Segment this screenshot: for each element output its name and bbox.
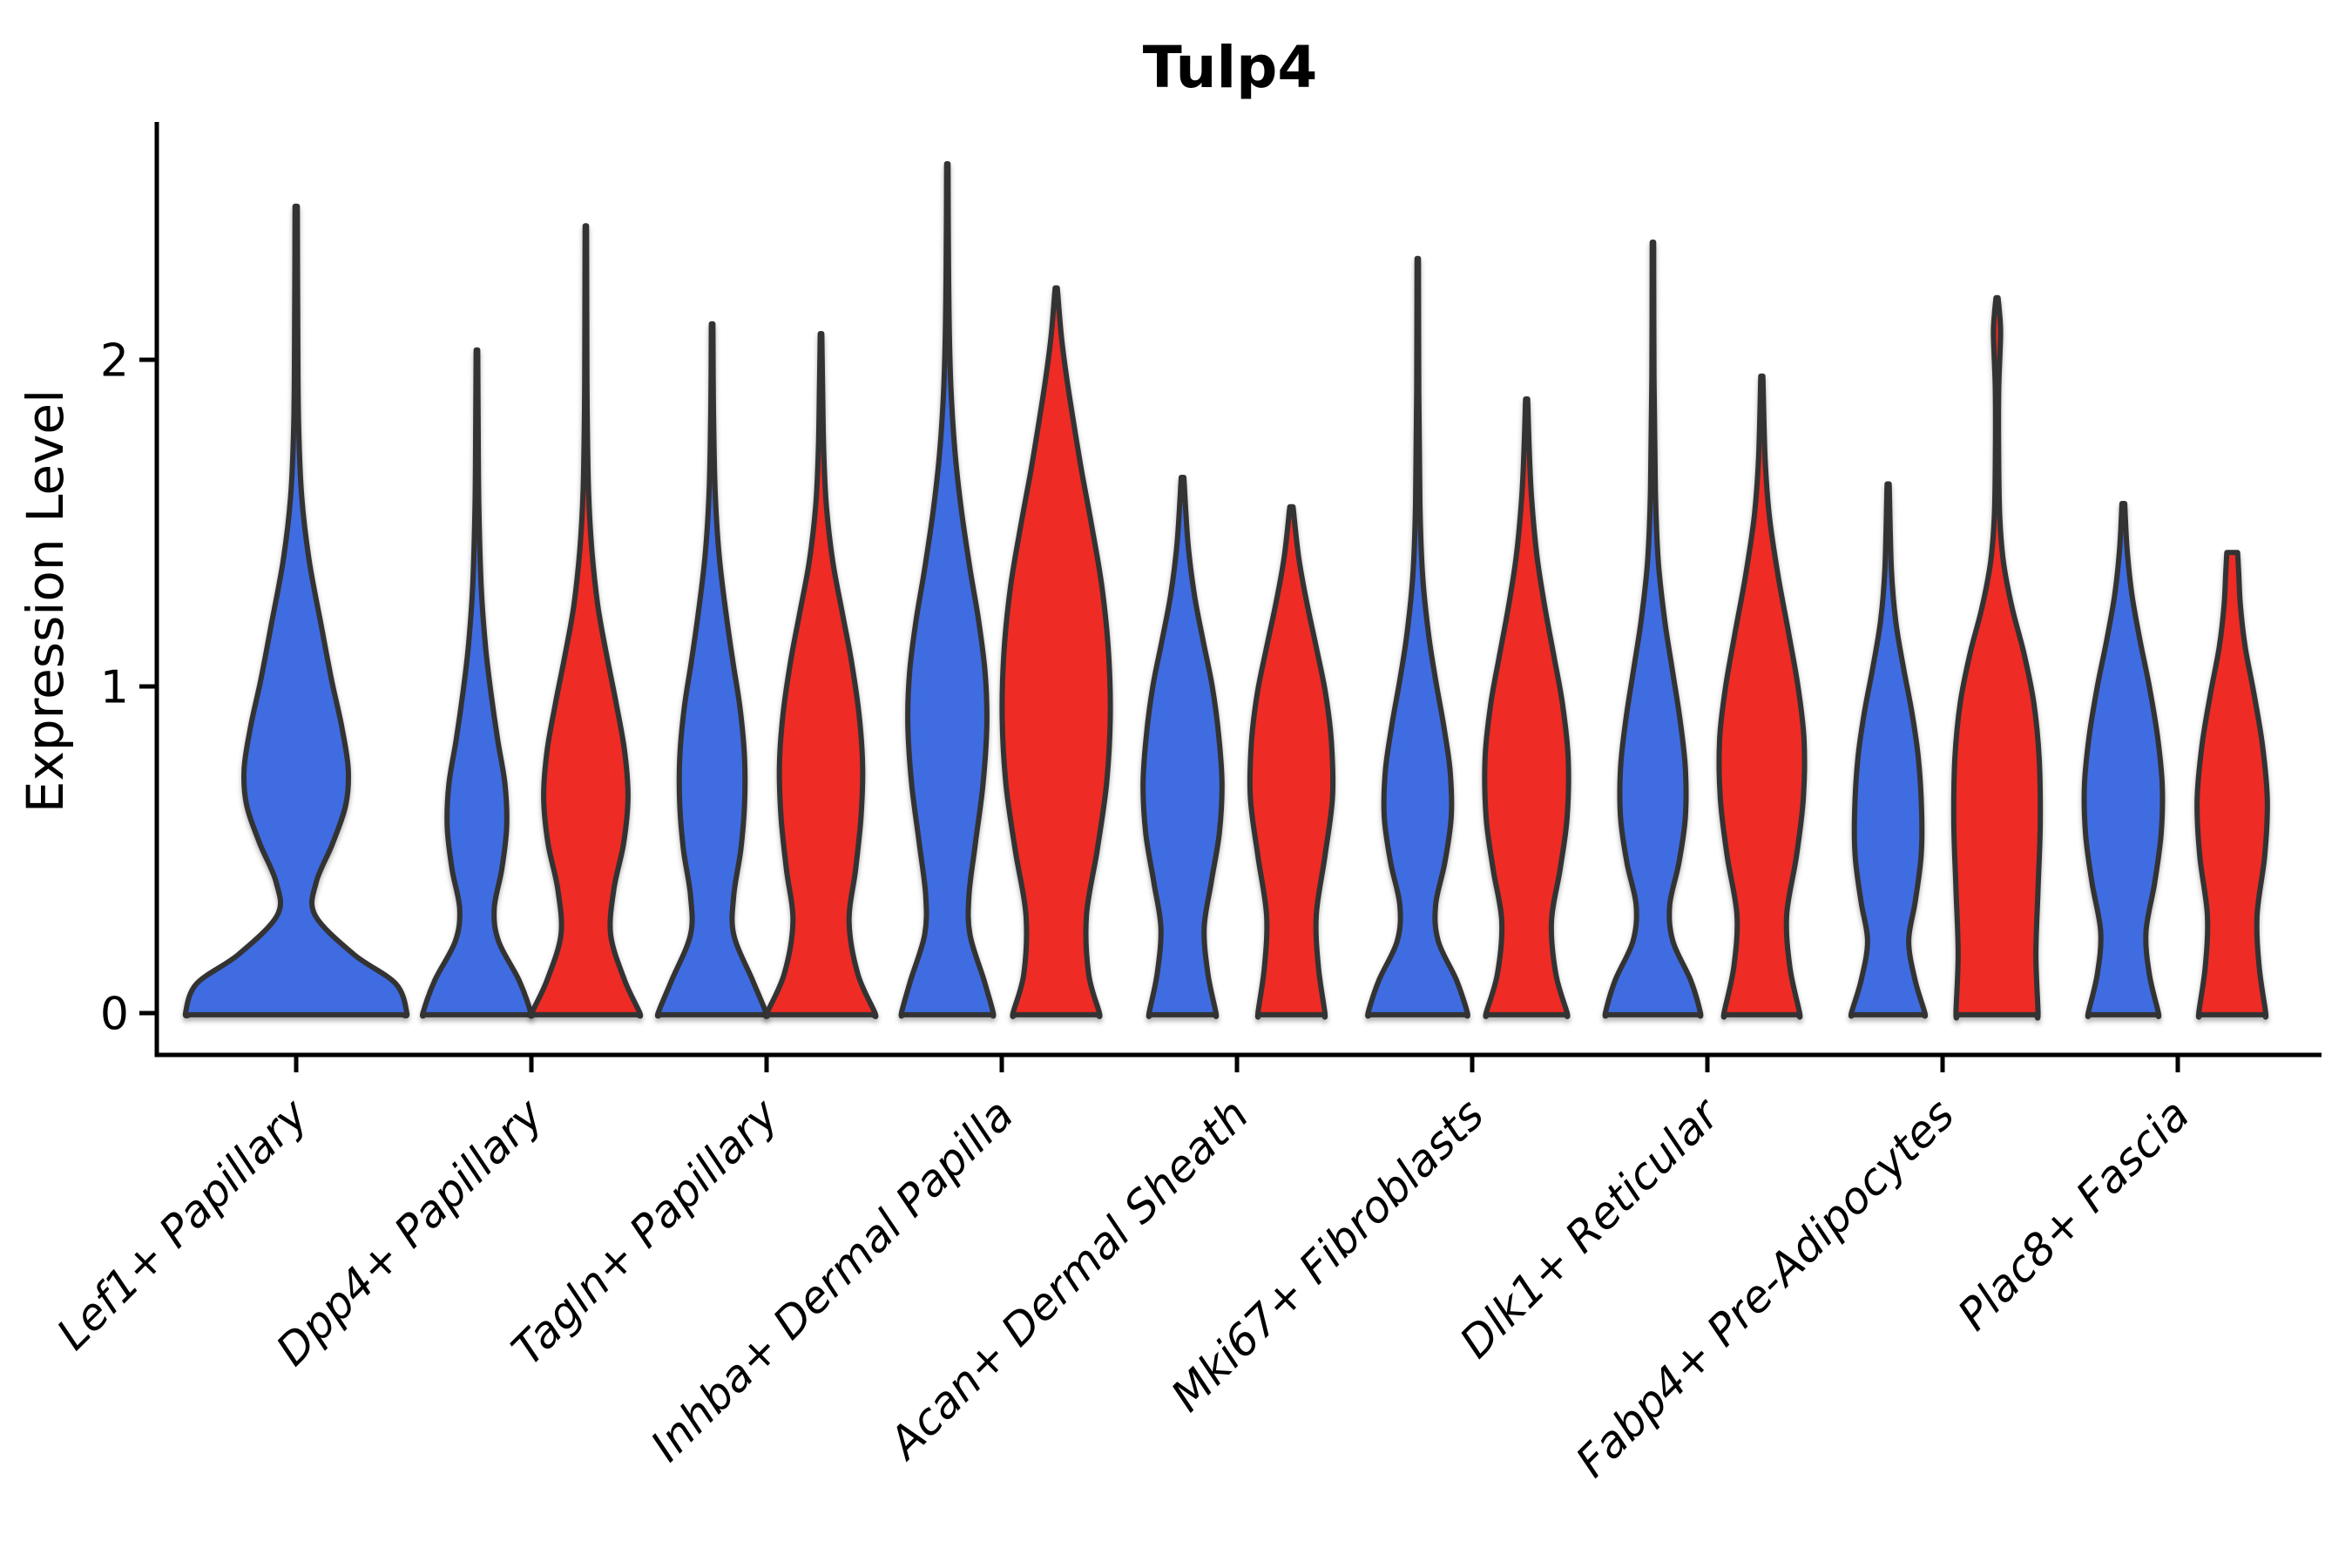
violin-lef1-papillary-blue bbox=[182, 203, 410, 1019]
violin-mki67-fibroblasts-red bbox=[1482, 396, 1571, 1019]
y-tick-label-1: 1 bbox=[100, 662, 129, 714]
violin-dlk1-reticular-red bbox=[1716, 373, 1808, 1020]
violin-plac8-fascia-red bbox=[2194, 550, 2270, 1020]
violin-fabp4-pre-adipocytes-red bbox=[1950, 294, 2044, 1021]
violin-acan-dermal-sheath-blue bbox=[1140, 475, 1225, 1019]
violin-tagln-papillary-blue bbox=[654, 321, 770, 1019]
x-tick-label-0: Lef1+ Papillary bbox=[47, 1088, 318, 1359]
x-tick-label-6: Dlk1+ Reticular bbox=[1450, 1087, 1731, 1368]
violin-inhba-dermal-papilla-red bbox=[999, 285, 1113, 1019]
violin-tagln-papillary-red bbox=[763, 331, 879, 1019]
violin-mki67-fibroblasts-blue bbox=[1365, 255, 1470, 1019]
y-tick-label-2: 2 bbox=[100, 335, 129, 388]
violin-acan-dermal-sheath-red bbox=[1247, 504, 1336, 1020]
violin-dpp4-papillary-blue bbox=[420, 347, 534, 1019]
violin-dlk1-reticular-blue bbox=[1602, 240, 1704, 1019]
violin-inhba-dermal-papilla-blue bbox=[898, 161, 997, 1019]
y-tick-label-0: 0 bbox=[100, 989, 129, 1041]
y-axis-ticks: 0 1 2 bbox=[100, 335, 157, 1041]
violin-plac8-fascia-blue bbox=[2081, 501, 2166, 1019]
x-tick-label-7: Fabp4+ Pre-Adipocytes bbox=[1566, 1089, 1964, 1487]
x-tick-label-8: Plac8+ Fascia bbox=[1949, 1089, 2200, 1340]
chart-title: Tulp4 bbox=[1143, 34, 1318, 101]
y-axis-label: Expression Level bbox=[16, 389, 75, 813]
violin-fabp4-pre-adipocytes-blue bbox=[1848, 481, 1929, 1019]
violin-dpp4-papillary-red bbox=[528, 223, 644, 1019]
violins-layer bbox=[182, 161, 2270, 1021]
